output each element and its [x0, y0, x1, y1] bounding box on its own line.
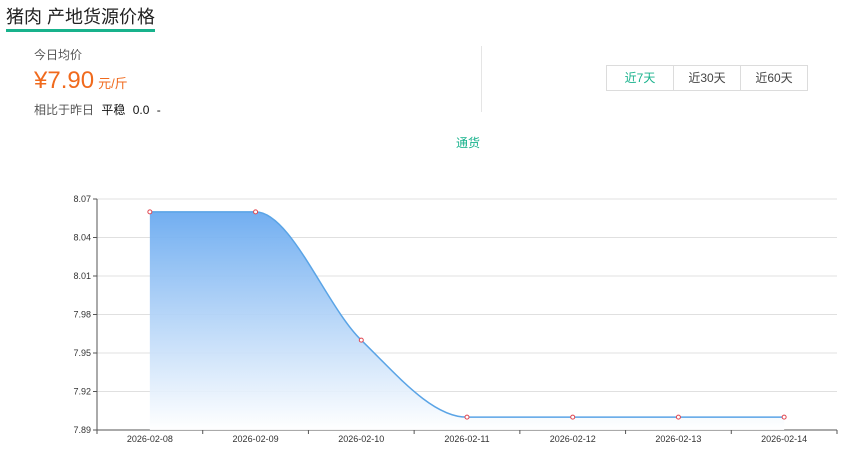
- compare-value: 0.0: [132, 103, 150, 117]
- chart-legend-item[interactable]: 通货: [456, 136, 481, 150]
- data-point: [781, 414, 787, 420]
- data-point: [147, 209, 153, 215]
- divider: [481, 46, 482, 112]
- x-tick-label: 2026-02-13: [655, 434, 701, 444]
- range-selector: 近7天 近30天 近60天: [606, 65, 808, 91]
- x-tick-label: 2026-02-09: [233, 434, 279, 444]
- y-tick-label: 7.92: [73, 387, 91, 397]
- x-tick-label: 2026-02-10: [338, 434, 384, 444]
- y-tick-label: 7.98: [73, 310, 91, 320]
- page-title: 猪肉 产地货源价格: [6, 6, 156, 32]
- x-tick-label: 2026-02-11: [444, 434, 489, 444]
- price-summary: 今日均价 ¥7.90 元/斤 相比于昨日 平稳 0.0 -: [34, 46, 161, 118]
- y-tick-label: 8.04: [73, 233, 91, 243]
- y-tick-label: 8.07: [73, 194, 91, 204]
- price-label: 今日均价: [34, 48, 83, 62]
- compare-row: 相比于昨日 平稳 0.0 -: [34, 101, 161, 118]
- range-60-days-button[interactable]: 近60天: [755, 71, 793, 85]
- data-point: [675, 414, 681, 420]
- compare-dash: -: [156, 103, 161, 117]
- y-tick-label: 8.01: [73, 271, 91, 281]
- data-point: [358, 337, 364, 343]
- compare-label: 相比于昨日: [34, 103, 95, 117]
- data-point: [253, 209, 259, 215]
- data-point: [570, 414, 576, 420]
- range-30-days-button[interactable]: 近30天: [674, 66, 741, 90]
- compare-status: 平稳: [101, 103, 126, 117]
- price-value: ¥7.90: [34, 67, 95, 94]
- series-area: [149, 211, 785, 430]
- price-unit: 元/斤: [98, 76, 128, 91]
- y-tick-label: 7.95: [73, 348, 91, 358]
- x-tick-label: 2026-02-14: [761, 434, 807, 444]
- price-row: ¥7.90 元/斤: [34, 67, 161, 95]
- data-point: [464, 414, 470, 420]
- y-tick-label: 7.89: [73, 425, 91, 435]
- x-tick-label: 2026-02-08: [127, 434, 173, 444]
- range-7-days-button[interactable]: 近7天: [607, 66, 674, 90]
- x-tick-label: 2026-02-12: [550, 434, 596, 444]
